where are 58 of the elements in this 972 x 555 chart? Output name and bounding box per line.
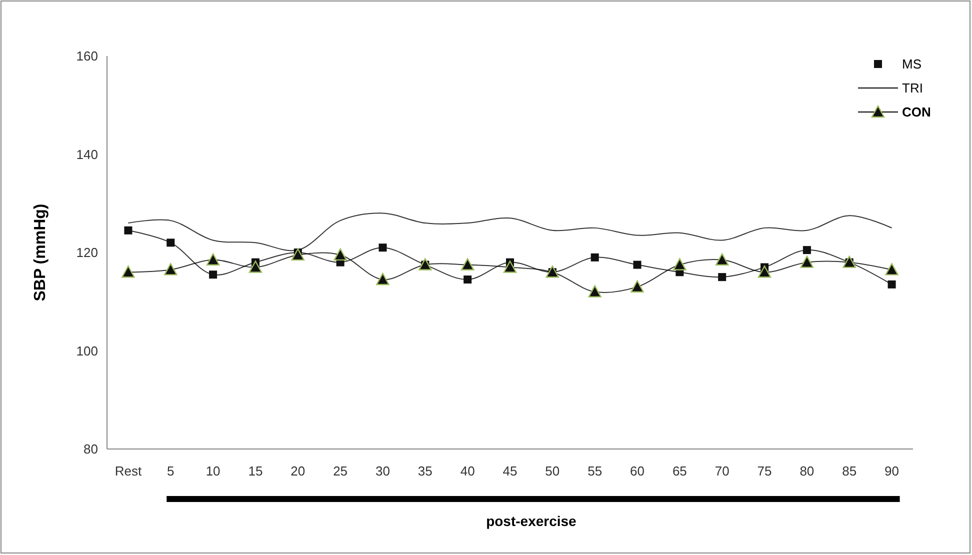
x-tick-label: 85 bbox=[842, 464, 857, 479]
y-tick-label: 140 bbox=[76, 146, 98, 162]
legend-label: MS bbox=[902, 56, 922, 72]
x-tick-label: 35 bbox=[418, 464, 432, 479]
point bbox=[630, 280, 644, 292]
point bbox=[460, 258, 474, 270]
x-tick-label: 50 bbox=[545, 464, 560, 479]
point bbox=[802, 246, 811, 254]
point bbox=[888, 280, 896, 288]
point bbox=[291, 248, 304, 261]
x-tick-label: 15 bbox=[248, 464, 263, 479]
x-tick-label: 75 bbox=[757, 464, 772, 479]
point bbox=[673, 258, 686, 270]
x-tick-label: 70 bbox=[714, 464, 730, 479]
x-tick-label: 30 bbox=[376, 464, 390, 479]
point bbox=[334, 248, 347, 261]
point bbox=[164, 263, 178, 276]
point bbox=[124, 226, 132, 234]
x-tick-label: 40 bbox=[460, 464, 475, 479]
y-tick-label: 80 bbox=[84, 442, 98, 457]
x-tick-label: 10 bbox=[206, 464, 220, 479]
point bbox=[503, 260, 517, 273]
point bbox=[800, 256, 814, 268]
point bbox=[546, 266, 560, 278]
point bbox=[376, 272, 390, 286]
x-tick-label: 55 bbox=[588, 464, 602, 479]
x-tick-label: 90 bbox=[884, 464, 900, 479]
point bbox=[590, 253, 599, 262]
point bbox=[378, 244, 387, 252]
point bbox=[588, 285, 602, 298]
x-tick-label: 60 bbox=[630, 464, 644, 479]
point bbox=[716, 253, 729, 266]
point bbox=[206, 253, 220, 266]
point bbox=[166, 238, 175, 247]
text: post-exercise bbox=[486, 512, 577, 529]
point bbox=[209, 270, 218, 279]
point bbox=[122, 266, 135, 278]
point bbox=[718, 273, 726, 282]
point bbox=[633, 260, 642, 269]
y-tick-label: 160 bbox=[76, 48, 98, 64]
x-tick-label: 80 bbox=[800, 464, 814, 479]
legend-label: CON bbox=[902, 104, 931, 120]
x-tick-label: 5 bbox=[167, 464, 174, 479]
legend-label: TRI bbox=[902, 80, 923, 96]
y-tick-label: 100 bbox=[76, 343, 98, 358]
y-tick-label: 120 bbox=[76, 245, 98, 260]
x-tick-label: 45 bbox=[502, 464, 518, 479]
x-tick-label: Rest bbox=[114, 464, 142, 479]
x-tick-label: 25 bbox=[333, 464, 348, 479]
y-axis-title: SBP (mmHg) bbox=[32, 204, 49, 302]
point bbox=[842, 256, 856, 268]
point bbox=[418, 258, 432, 270]
point bbox=[758, 266, 772, 278]
point bbox=[464, 276, 472, 284]
point bbox=[248, 260, 262, 273]
x-tick-label: 65 bbox=[672, 464, 687, 479]
point bbox=[885, 263, 898, 276]
x-tick-label: 20 bbox=[290, 464, 306, 479]
